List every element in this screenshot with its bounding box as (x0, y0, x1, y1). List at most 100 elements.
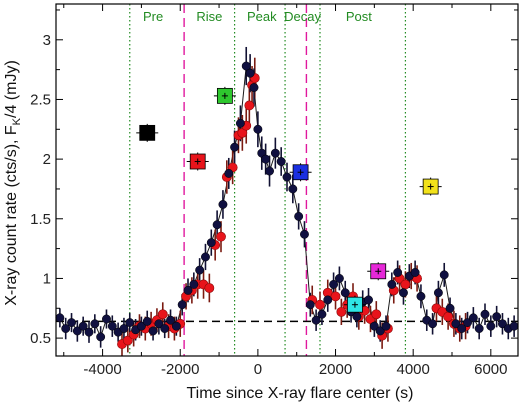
xray-point (142, 316, 152, 326)
phase-label-peak: Peak (247, 9, 277, 24)
y-tick-label: 0.5 (30, 330, 51, 347)
xray-point (492, 312, 502, 322)
xray-point (166, 315, 175, 325)
xray-point (119, 324, 129, 334)
nir-point (330, 291, 341, 302)
nir-point (204, 283, 215, 293)
xray-point (509, 321, 519, 331)
phase-label-decay: Decay (284, 9, 321, 24)
nir-point (244, 100, 255, 111)
x-tick-label: 6000 (474, 361, 507, 378)
xray-point (329, 279, 339, 289)
axes-frame (55, 3, 519, 357)
xray-point (451, 319, 461, 329)
xray-point (245, 68, 255, 78)
x-tick-label: -4000 (83, 361, 121, 378)
xray-point (364, 295, 373, 305)
xray-point (55, 313, 65, 323)
xray-point (463, 318, 472, 328)
xray-point (480, 309, 490, 319)
nir-point (216, 231, 226, 242)
phase-label-post: Post (346, 9, 372, 24)
xray-point (416, 291, 426, 301)
y-tick-label: 1 (43, 270, 51, 287)
y-axis-title-sub: K (11, 117, 23, 125)
square-markers (136, 86, 442, 314)
xray-point (334, 273, 344, 283)
xray-point (125, 318, 135, 328)
xray-point (457, 324, 467, 334)
xray-point (399, 288, 408, 298)
nir-point (315, 299, 325, 310)
xray-point (183, 285, 193, 295)
phase-label-rise: Rise (196, 9, 222, 24)
xray-point (270, 148, 280, 158)
xray-point (78, 321, 88, 331)
y-axis-title-tail: /4 (mJy) (3, 60, 20, 118)
xray-point (276, 157, 286, 166)
xray-point (235, 118, 245, 128)
xray-point (468, 313, 478, 323)
xray-point (230, 142, 240, 152)
x-tick-label: 4000 (396, 361, 429, 378)
xray-point (84, 327, 94, 337)
nir-point (157, 309, 168, 320)
xray-point (90, 319, 100, 329)
xray-point (195, 265, 205, 275)
y-axis-title: X-ray count rate (cts/s), FK/4 (mJy) (3, 60, 23, 306)
xray-point (171, 321, 181, 331)
y-tick-label: 3 (43, 32, 51, 49)
xray-point (294, 211, 304, 221)
y-axis-title-main: X-ray count rate (cts/s), F (3, 125, 20, 306)
xray-point (224, 168, 234, 178)
xray-point (249, 83, 259, 92)
xray-point (486, 321, 496, 331)
xray-point (72, 326, 82, 336)
xray-point (340, 288, 350, 298)
xray-point (433, 288, 443, 298)
xray-point (375, 326, 385, 336)
xray-point (387, 279, 397, 289)
xray-point (154, 319, 164, 329)
xray-point (282, 172, 292, 182)
xray-point (189, 279, 199, 289)
xray-point (474, 324, 484, 334)
xray-point (102, 314, 111, 324)
xray-point (305, 300, 315, 310)
phase-label-pre: Pre (143, 9, 163, 24)
y-tick-label: 1.5 (30, 211, 51, 228)
xray-point (445, 303, 455, 313)
xray-point (206, 238, 216, 248)
xray-point (428, 319, 438, 329)
xray-point (410, 268, 420, 277)
xray-point (61, 324, 71, 334)
xray-point (67, 318, 76, 328)
y-tick-label: 2.5 (30, 91, 51, 108)
xray-point (439, 270, 449, 280)
nir-point (336, 306, 347, 317)
xray-point (393, 268, 403, 277)
xray-point (498, 319, 507, 329)
xray-point (352, 312, 362, 322)
nir-point (400, 279, 411, 290)
xray-point (311, 315, 321, 325)
xray-point (218, 200, 228, 209)
x-axis-title: Time since X-ray flare center (s) (186, 385, 413, 402)
xray-point (317, 309, 327, 319)
xray-point (253, 124, 263, 134)
xray-point (136, 321, 146, 331)
xray-point (148, 326, 158, 336)
xray-point (369, 321, 379, 331)
nir-point (371, 309, 382, 320)
xray-point (96, 332, 106, 342)
x-tick-label: 0 (254, 361, 262, 378)
xray-point (212, 220, 222, 230)
xray-point (381, 321, 391, 331)
nir-point (122, 335, 133, 346)
xray-point (300, 229, 309, 239)
phase-labels: Pre Rise Peak Decay Post (143, 9, 372, 24)
x-tick-label: -2000 (161, 361, 199, 378)
xray-point (241, 61, 251, 71)
xray-point (160, 324, 170, 334)
